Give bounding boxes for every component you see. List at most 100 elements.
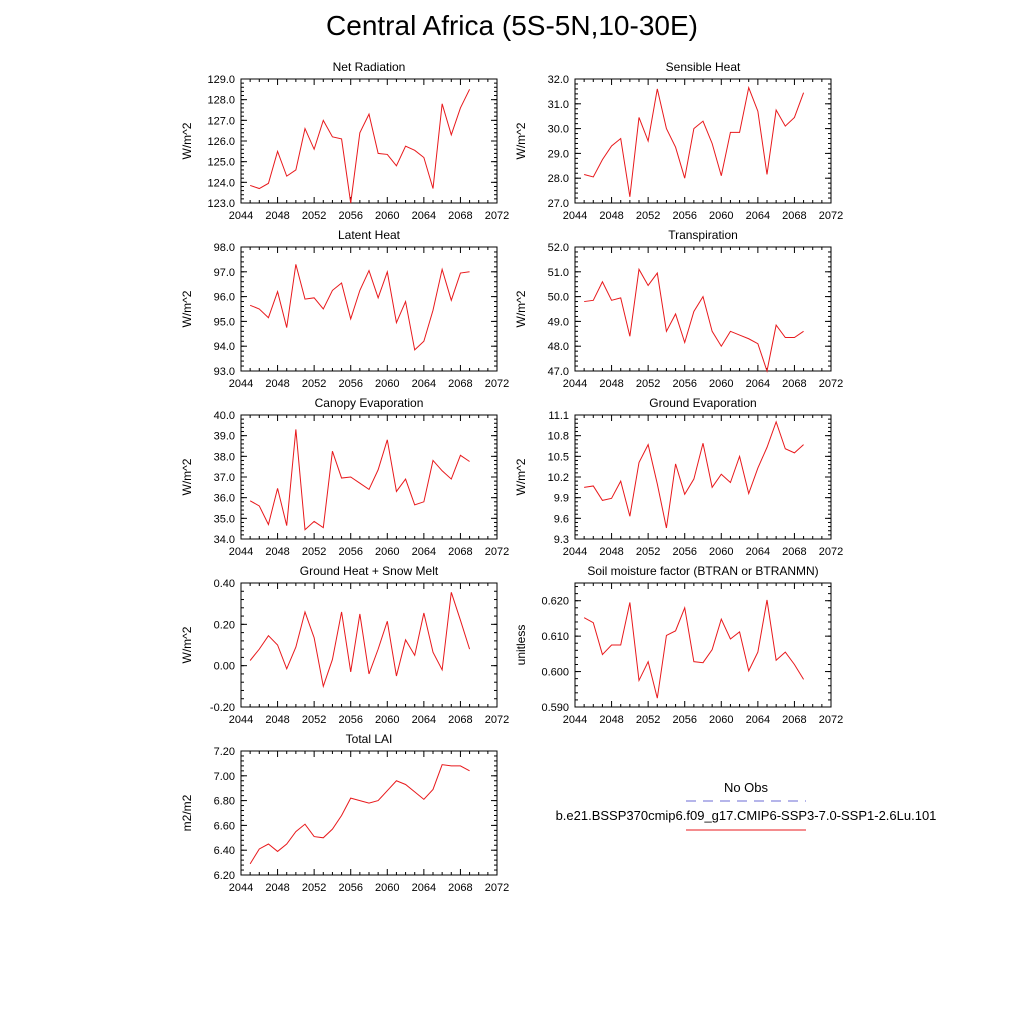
x-tick-label: 2072 (819, 546, 843, 558)
x-tick-label: 2072 (485, 378, 509, 390)
chart-panel: Ground Evaporation W/m^2 2044 2048 2052 2056 2… (514, 396, 843, 558)
series-line (249, 592, 471, 689)
y-tick-label: 51.0 (548, 267, 569, 279)
series-line (584, 420, 804, 529)
y-tick-label: 0.600 (541, 667, 569, 679)
x-tick-label: 2072 (819, 714, 843, 726)
y-tick-label: 9.6 (554, 513, 569, 525)
x-tick-label: 2052 (302, 546, 326, 558)
y-tick-label: 95.0 (214, 316, 235, 328)
chart-title: Ground Evaporation (649, 396, 756, 410)
y-tick-label: 31.0 (548, 99, 569, 111)
chart-panel: Net Radiation W/m^2 2044 2048 2052 2056 2060 20… (180, 60, 509, 222)
x-tick-label: 2044 (563, 546, 587, 558)
y-tick-label: 98.0 (214, 242, 235, 254)
plot-frame (240, 246, 498, 372)
x-tick-label: 2072 (819, 378, 843, 390)
y-axis-label: unitless (514, 625, 528, 666)
chart-title: Sensible Heat (666, 60, 741, 74)
y-tick-label: 6.60 (214, 820, 235, 832)
x-tick-label: 2060 (375, 882, 399, 894)
x-tick-label: 2064 (746, 714, 770, 726)
series-line (249, 89, 471, 204)
x-tick-label: 2072 (485, 546, 509, 558)
x-tick-label: 2064 (412, 882, 436, 894)
x-tick-label: 2044 (229, 546, 253, 558)
plot-frame (240, 750, 498, 876)
y-tick-label: 10.8 (548, 431, 569, 443)
chart-panel: Latent Heat W/m^2 2044 2048 2052 2056 2060 2064… (180, 228, 509, 390)
x-tick-label: 2052 (636, 210, 660, 222)
x-tick-label: 2064 (412, 714, 436, 726)
y-tick-label: 9.9 (554, 493, 569, 505)
chart-title: Ground Heat + Snow Melt (300, 564, 439, 578)
x-tick-label: 2072 (485, 882, 509, 894)
series-line (249, 264, 470, 351)
x-tick-label: 2048 (265, 546, 289, 558)
x-tick-label: 2064 (412, 210, 436, 222)
y-tick-label: 124.0 (207, 177, 235, 189)
x-tick-label: 2056 (338, 546, 362, 558)
y-tick-label: 0.40 (214, 578, 235, 590)
y-axis-label: W/m^2 (514, 122, 528, 159)
y-tick-label: 37.0 (214, 472, 235, 484)
chart-panel: Ground Heat + Snow Melt W/m^2 2044 2048 2052… (180, 564, 509, 726)
chart-title: Net Radiation (333, 60, 406, 74)
y-tick-label: 27.0 (548, 198, 569, 210)
y-tick-label: 0.20 (214, 619, 235, 631)
y-tick-label: 128.0 (207, 95, 235, 107)
y-tick-label: 9.3 (554, 534, 569, 546)
y-axis-label: W/m^2 (180, 290, 194, 327)
y-tick-label: 40.0 (214, 410, 235, 422)
y-tick-label: 6.80 (214, 796, 235, 808)
y-tick-label: 0.00 (214, 661, 235, 673)
series-line (583, 599, 804, 699)
x-tick-label: 2048 (599, 378, 623, 390)
y-tick-label: 96.0 (214, 292, 235, 304)
series-line (249, 429, 470, 531)
x-tick-label: 2048 (599, 210, 623, 222)
x-tick-label: 2052 (302, 882, 326, 894)
x-tick-label: 2052 (636, 714, 660, 726)
x-tick-label: 2064 (746, 210, 770, 222)
x-tick-label: 2064 (412, 378, 436, 390)
x-tick-label: 2048 (599, 714, 623, 726)
x-tick-label: 2056 (672, 210, 696, 222)
x-tick-label: 2044 (229, 714, 253, 726)
y-tick-label: 34.0 (214, 534, 235, 546)
x-tick-label: 2072 (819, 210, 843, 222)
y-axis-label: W/m^2 (514, 458, 528, 495)
legend-model-label: b.e21.BSSP370cmip6.f09_g17.CMIP6-SSP3-7.… (556, 808, 937, 823)
y-tick-label: 35.0 (214, 513, 235, 525)
y-tick-label: 29.0 (548, 148, 569, 160)
y-axis-label: W/m^2 (514, 290, 528, 327)
y-tick-label: 38.0 (214, 451, 235, 463)
x-tick-label: 2068 (448, 210, 472, 222)
x-tick-label: 2048 (265, 210, 289, 222)
y-tick-label: 127.0 (207, 115, 235, 127)
x-tick-label: 2060 (709, 378, 733, 390)
chart-panel: Total LAI m2/m2 2044 2048 2052 2056 2060 2064 20… (180, 732, 509, 894)
x-tick-label: 2044 (229, 882, 253, 894)
y-tick-label: 6.20 (214, 870, 235, 882)
x-tick-label: 2048 (265, 882, 289, 894)
x-tick-label: 2048 (599, 546, 623, 558)
y-tick-label: 10.5 (548, 451, 569, 463)
chart-panel: Soil moisture factor (BTRAN or BTRANMN) u… (514, 564, 843, 726)
x-tick-label: 2068 (782, 378, 806, 390)
x-tick-label: 2072 (485, 714, 509, 726)
x-tick-label: 2060 (375, 714, 399, 726)
y-tick-label: 6.40 (214, 845, 235, 857)
y-tick-label: 97.0 (214, 267, 235, 279)
x-tick-label: 2068 (782, 546, 806, 558)
x-tick-label: 2056 (338, 378, 362, 390)
x-tick-label: 2060 (709, 714, 733, 726)
x-tick-label: 2068 (448, 882, 472, 894)
x-tick-label: 2052 (302, 714, 326, 726)
y-tick-label: 11.1 (548, 410, 569, 422)
series-line (584, 85, 805, 197)
plot-frame (240, 78, 498, 204)
x-tick-label: 2056 (338, 882, 362, 894)
chart-panel: Sensible Heat W/m^2 2044 2048 2052 2056 2060 20… (514, 60, 843, 222)
y-tick-label: 126.0 (207, 136, 235, 148)
